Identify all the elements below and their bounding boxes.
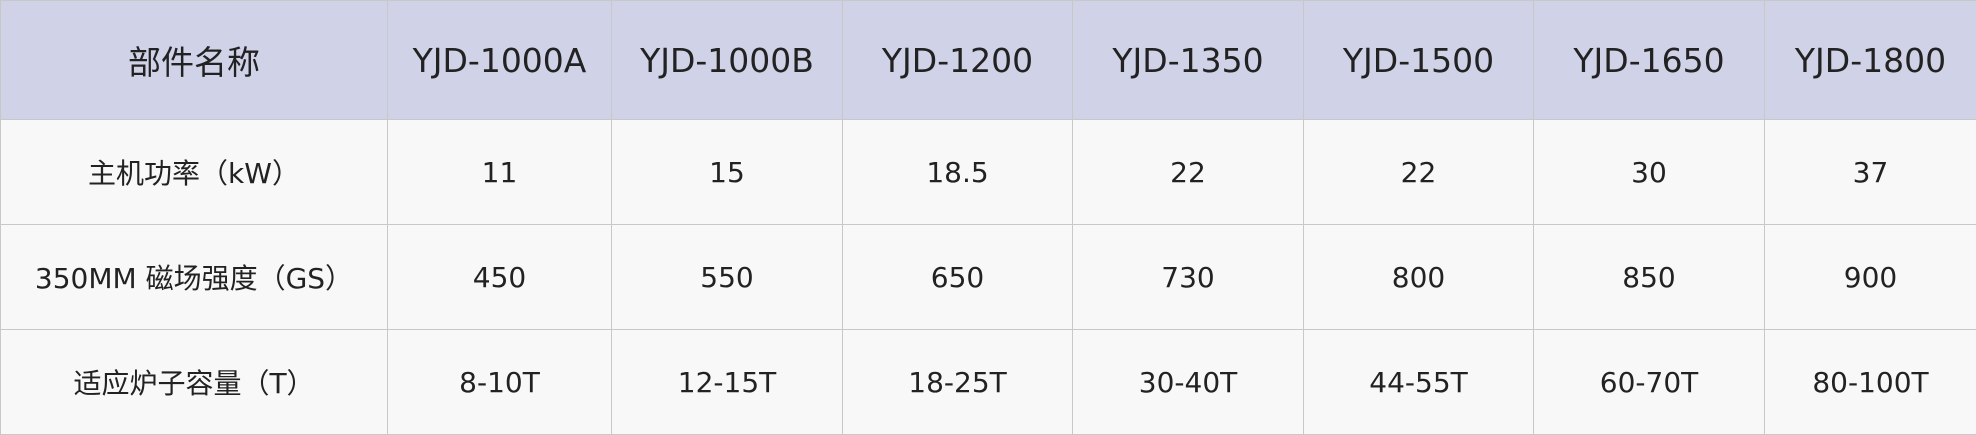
header-cell: YJD-1200 [842,0,1073,120]
header-cell: YJD-1500 [1303,0,1534,120]
table-cell: 60-70T [1533,329,1765,435]
row-label: 主机功率（kW） [0,119,388,225]
table-cell: 11 [387,119,612,225]
table-cell: 900 [1764,224,1976,330]
table-row: 350MM 磁场强度（GS） 450 550 650 730 800 850 900 [0,224,1976,330]
table-cell: 800 [1303,224,1534,330]
row-label: 适应炉子容量（T） [0,329,388,435]
header-cell: YJD-1800 [1764,0,1976,120]
table-cell: 18-25T [842,329,1073,435]
table-header: 部件名称 YJD-1000A YJD-1000B YJD-1200 YJD-1350 YJ… [0,0,1976,120]
table-row: 适应炉子容量（T） 8-10T 12-15T 18-25T 30-40T 44-55T 60… [0,329,1976,435]
table-cell: 80-100T [1764,329,1976,435]
table-cell: 12-15T [611,329,843,435]
table-body: 主机功率（kW） 11 15 18.5 22 22 30 37 350MM 磁场强度（GS） 45… [0,119,1976,435]
table-cell: 44-55T [1303,329,1534,435]
table-cell: 18.5 [842,119,1073,225]
table-cell: 450 [387,224,612,330]
table-cell: 650 [842,224,1073,330]
header-cell: YJD-1000A [387,0,612,120]
table-cell: 730 [1072,224,1304,330]
table-cell: 22 [1303,119,1534,225]
table-cell: 30-40T [1072,329,1304,435]
table-row: 主机功率（kW） 11 15 18.5 22 22 30 37 [0,119,1976,225]
table-cell: 15 [611,119,843,225]
header-row: 部件名称 YJD-1000A YJD-1000B YJD-1200 YJD-1350 YJ… [0,0,1976,120]
header-cell: YJD-1350 [1072,0,1304,120]
header-cell: 部件名称 [0,0,388,120]
table-cell: 22 [1072,119,1304,225]
table-cell: 8-10T [387,329,612,435]
header-cell: YJD-1000B [611,0,843,120]
table-cell: 850 [1533,224,1765,330]
row-label: 350MM 磁场强度（GS） [0,224,388,330]
table-cell: 550 [611,224,843,330]
table-cell: 30 [1533,119,1765,225]
header-cell: YJD-1650 [1533,0,1765,120]
table-cell: 37 [1764,119,1976,225]
